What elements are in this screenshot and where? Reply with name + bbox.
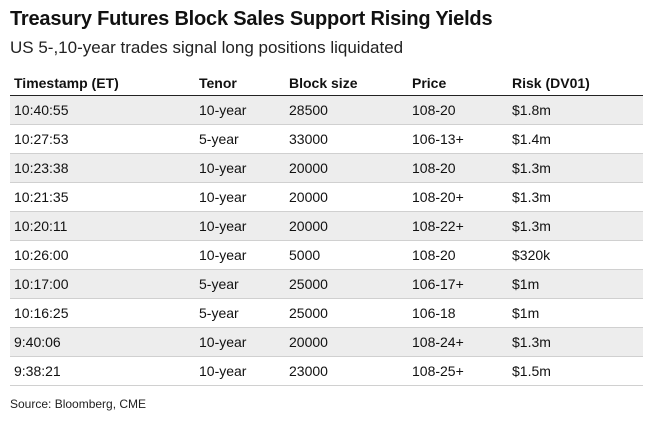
cell-risk: $1m bbox=[508, 269, 643, 299]
cell-price: 108-20 bbox=[408, 153, 508, 183]
cell-risk: $1.3m bbox=[508, 153, 643, 183]
cell-tenor: 10-year bbox=[195, 95, 285, 125]
cell-timestamp: 10:27:53 bbox=[10, 124, 195, 154]
column-header-block-size: Block size bbox=[285, 70, 408, 96]
table-row: 9:38:21 10-year 23000 108-25+ $1.5m bbox=[10, 356, 643, 386]
cell-block-size: 28500 bbox=[285, 95, 408, 125]
table-row: 10:16:25 5-year 25000 106-18 $1m bbox=[10, 298, 643, 328]
cell-price: 106-18 bbox=[408, 298, 508, 328]
table-row: 10:21:35 10-year 20000 108-20+ $1.3m bbox=[10, 182, 643, 212]
cell-block-size: 20000 bbox=[285, 327, 408, 357]
cell-timestamp: 10:40:55 bbox=[10, 95, 195, 125]
cell-tenor: 10-year bbox=[195, 182, 285, 212]
cell-timestamp: 10:21:35 bbox=[10, 182, 195, 212]
source-note: Source: Bloomberg, CME bbox=[10, 397, 147, 411]
cell-price: 108-22+ bbox=[408, 211, 508, 241]
cell-block-size: 5000 bbox=[285, 240, 408, 270]
cell-timestamp: 10:20:11 bbox=[10, 211, 195, 241]
cell-risk: $1.4m bbox=[508, 124, 643, 154]
cell-timestamp: 10:16:25 bbox=[10, 298, 195, 328]
chart-title: Treasury Futures Block Sales Support Ris… bbox=[10, 8, 493, 30]
table-row: 10:40:55 10-year 28500 108-20 $1.8m bbox=[10, 95, 643, 125]
cell-risk: $1m bbox=[508, 298, 643, 328]
cell-risk: $320k bbox=[508, 240, 643, 270]
column-header-timestamp: Timestamp (ET) bbox=[10, 70, 195, 96]
cell-block-size: 25000 bbox=[285, 269, 408, 299]
cell-tenor: 10-year bbox=[195, 211, 285, 241]
cell-block-size: 20000 bbox=[285, 211, 408, 241]
cell-price: 108-20+ bbox=[408, 182, 508, 212]
table-row: 10:20:11 10-year 20000 108-22+ $1.3m bbox=[10, 211, 643, 241]
cell-block-size: 23000 bbox=[285, 356, 408, 386]
cell-tenor: 5-year bbox=[195, 269, 285, 299]
cell-timestamp: 10:17:00 bbox=[10, 269, 195, 299]
cell-block-size: 33000 bbox=[285, 124, 408, 154]
cell-tenor: 5-year bbox=[195, 124, 285, 154]
table-header-row: Timestamp (ET) Tenor Block size Price Ri… bbox=[10, 70, 643, 96]
cell-tenor: 10-year bbox=[195, 356, 285, 386]
cell-price: 108-25+ bbox=[408, 356, 508, 386]
cell-price: 108-20 bbox=[408, 95, 508, 125]
table-body: 10:40:55 10-year 28500 108-20 $1.8m 10:27:53 5… bbox=[10, 95, 643, 386]
chart-subtitle: US 5-,10-year trades signal long positio… bbox=[10, 38, 404, 57]
column-header-price: Price bbox=[408, 70, 508, 96]
block-sales-table: Timestamp (ET) Tenor Block size Price Ri… bbox=[10, 70, 643, 386]
cell-risk: $1.5m bbox=[508, 356, 643, 386]
cell-timestamp: 9:40:06 bbox=[10, 327, 195, 357]
table-row: 10:23:38 10-year 20000 108-20 $1.3m bbox=[10, 153, 643, 183]
cell-risk: $1.3m bbox=[508, 327, 643, 357]
cell-block-size: 20000 bbox=[285, 153, 408, 183]
cell-timestamp: 10:23:38 bbox=[10, 153, 195, 183]
cell-tenor: 5-year bbox=[195, 298, 285, 328]
cell-price: 108-20 bbox=[408, 240, 508, 270]
cell-tenor: 10-year bbox=[195, 327, 285, 357]
cell-timestamp: 10:26:00 bbox=[10, 240, 195, 270]
table-row: 10:26:00 10-year 5000 108-20 $320k bbox=[10, 240, 643, 270]
cell-block-size: 25000 bbox=[285, 298, 408, 328]
cell-risk: $1.3m bbox=[508, 211, 643, 241]
cell-risk: $1.8m bbox=[508, 95, 643, 125]
cell-tenor: 10-year bbox=[195, 153, 285, 183]
cell-risk: $1.3m bbox=[508, 182, 643, 212]
table-row: 10:27:53 5-year 33000 106-13+ $1.4m bbox=[10, 124, 643, 154]
cell-block-size: 20000 bbox=[285, 182, 408, 212]
cell-price: 106-13+ bbox=[408, 124, 508, 154]
table-row: 10:17:00 5-year 25000 106-17+ $1m bbox=[10, 269, 643, 299]
table-row: 9:40:06 10-year 20000 108-24+ $1.3m bbox=[10, 327, 643, 357]
column-header-tenor: Tenor bbox=[195, 70, 285, 96]
cell-price: 108-24+ bbox=[408, 327, 508, 357]
cell-tenor: 10-year bbox=[195, 240, 285, 270]
cell-timestamp: 9:38:21 bbox=[10, 356, 195, 386]
cell-price: 106-17+ bbox=[408, 269, 508, 299]
column-header-risk: Risk (DV01) bbox=[508, 70, 643, 96]
